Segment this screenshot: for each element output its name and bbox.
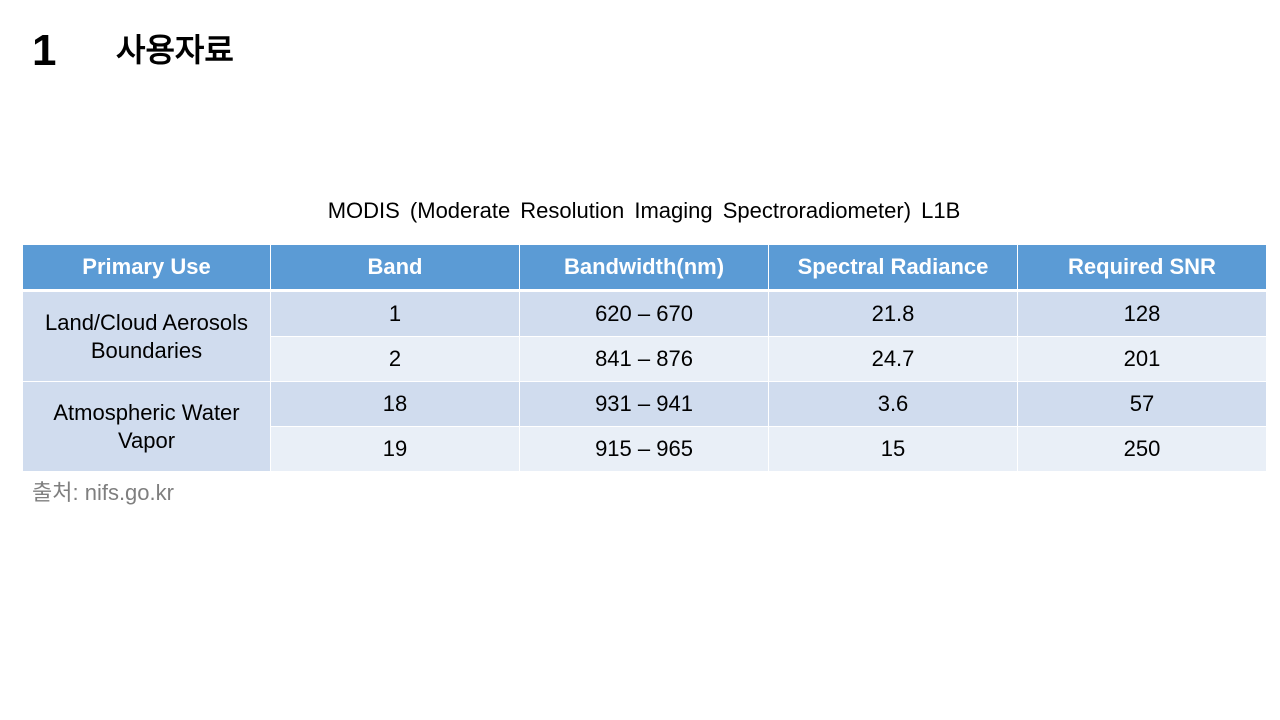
primary-use-cell: Atmospheric Water Vapor — [22, 381, 271, 472]
source-note: 출처: nifs.go.kr — [32, 480, 174, 505]
band-cell: 2 — [270, 336, 520, 382]
table-caption: MODIS (Moderate Resolution Imaging Spect… — [327, 198, 961, 223]
spectral-radiance-cell: 21.8 — [768, 290, 1018, 337]
header-spectral-radiance: Spectral Radiance — [768, 244, 1018, 292]
header-band: Band — [270, 244, 520, 292]
band-cell: 18 — [270, 381, 520, 427]
table-row: Land/Cloud Aerosols Boundaries 1 620 – 6… — [22, 290, 1267, 382]
table-header-row: Primary Use Band Bandwidth(nm) Spectral … — [22, 244, 1267, 292]
band-cell: 19 — [270, 426, 520, 472]
table-row: 19 915 – 965 15 250 — [23, 426, 1267, 472]
bandwidth-cell: 931 – 941 — [519, 381, 769, 427]
slide-title: 사용자료 — [116, 31, 234, 69]
bandwidth-cell: 841 – 876 — [519, 336, 769, 382]
header-primary-use: Primary Use — [22, 244, 271, 292]
table-row: 2 841 – 876 24.7 201 — [23, 336, 1267, 382]
band-cell: 1 — [270, 290, 520, 337]
spectral-radiance-cell: 3.6 — [768, 381, 1018, 427]
spectral-radiance-cell: 24.7 — [768, 336, 1018, 382]
required-snr-cell: 201 — [1017, 336, 1267, 382]
modis-band-table: Primary Use Band Bandwidth(nm) Spectral … — [22, 244, 1267, 472]
slide-number: 1 — [32, 26, 57, 75]
primary-use-cell: Land/Cloud Aerosols Boundaries — [22, 290, 271, 382]
spectral-radiance-cell: 15 — [768, 426, 1018, 472]
required-snr-cell: 57 — [1017, 381, 1267, 427]
header-required-snr: Required SNR — [1017, 244, 1267, 292]
table-row: Atmospheric Water Vapor 18 931 – 941 3.6… — [22, 381, 1267, 472]
header-bandwidth: Bandwidth(nm) — [519, 244, 769, 292]
required-snr-cell: 250 — [1017, 426, 1267, 472]
required-snr-cell: 128 — [1017, 290, 1267, 337]
bandwidth-cell: 620 – 670 — [519, 290, 769, 337]
bandwidth-cell: 915 – 965 — [519, 426, 769, 472]
